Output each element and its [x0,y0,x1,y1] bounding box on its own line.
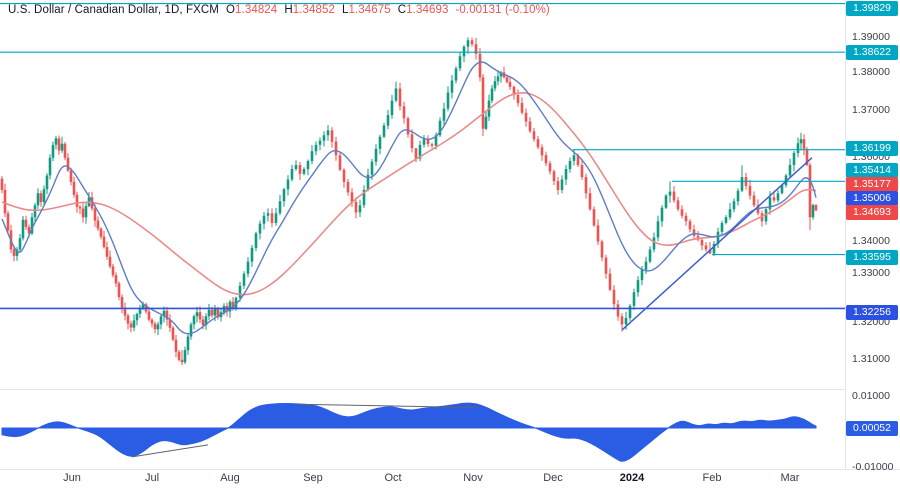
time-axis-label: Dec [543,472,563,484]
ohlc-label: L [342,4,349,16]
ohlc-label: H [284,4,293,16]
oscillator-trendline[interactable] [131,444,209,458]
momentum-area [1,402,817,462]
axis-price-badge: 1.32256 [846,304,898,320]
axis-price-label: 1.37000 [852,104,890,116]
axis-price-badge: 1.35006 [846,190,898,206]
axis-price-label: -0.01000 [852,461,894,473]
candle-bodies-down [0,40,818,363]
ma-fast-line[interactable] [1,61,817,335]
time-axis-label: Jun [63,472,81,484]
time-axis-label: Aug [220,472,240,484]
ohlc-label: O [225,4,236,16]
axis-price-badge: 1.33595 [846,249,898,265]
time-axis-label: Oct [384,472,402,484]
axis-price-label: 0.01000 [852,390,890,402]
axis-price-label: 1.38000 [852,66,890,78]
symbol-title: U.S. Dollar / Canadian Dollar, 1D, FXCM [8,4,219,16]
candle-bodies-up [15,40,815,363]
axis-price-label: 1.31000 [852,353,890,365]
axis-price-badge: 1.35414 [846,162,898,178]
ohlc-value: 1.34675 [348,4,391,16]
axis-price-badge: 0.00052 [846,420,898,436]
time-axis-label: Feb [702,472,722,484]
price-axis[interactable]: 1.39000 1.38000 1.37000 1.36000 1.34000 1.330… [845,0,900,489]
axis-price-badge: 1.39829 [846,0,898,16]
time-axis-label: 2024 [619,472,645,484]
axis-price-label: 1.39000 [852,31,890,43]
axis-price-badge: 1.38622 [846,44,898,60]
axis-price-badge: 1.34693 [846,204,898,220]
time-axis-label: Nov [463,472,483,484]
time-axis-label: Mar [780,472,800,484]
time-axis-label: Sep [303,472,323,484]
time-axis-label: Jul [144,472,160,484]
time-axis[interactable]: Jun Jul Aug Sep Oct Nov Dec 2024 Feb Mar [0,471,900,489]
ohlc-values: O1.34824 H1.34852 L1.34675 C1.34693 [219,4,448,16]
ohlc-value: 1.34693 [406,4,449,16]
axis-price-badge: 1.35177 [846,176,898,192]
price-trendline[interactable] [621,157,813,331]
axis-price-label: 1.33000 [852,267,890,279]
axis-price-badge: 1.36199 [846,140,898,156]
ohlc-label: C [397,4,407,16]
oscillator-trendline[interactable] [295,403,479,409]
ohlc-value: 1.34824 [235,4,278,16]
symbol-header: U.S. Dollar / Canadian Dollar, 1D, FXCM O… [8,4,550,16]
change-value: -0.00131 (-0.10%) [455,4,550,16]
candle-wicks-down [1,37,817,365]
axis-price-label: 1.34000 [852,235,890,247]
ohlc-value: 1.34852 [292,4,335,16]
